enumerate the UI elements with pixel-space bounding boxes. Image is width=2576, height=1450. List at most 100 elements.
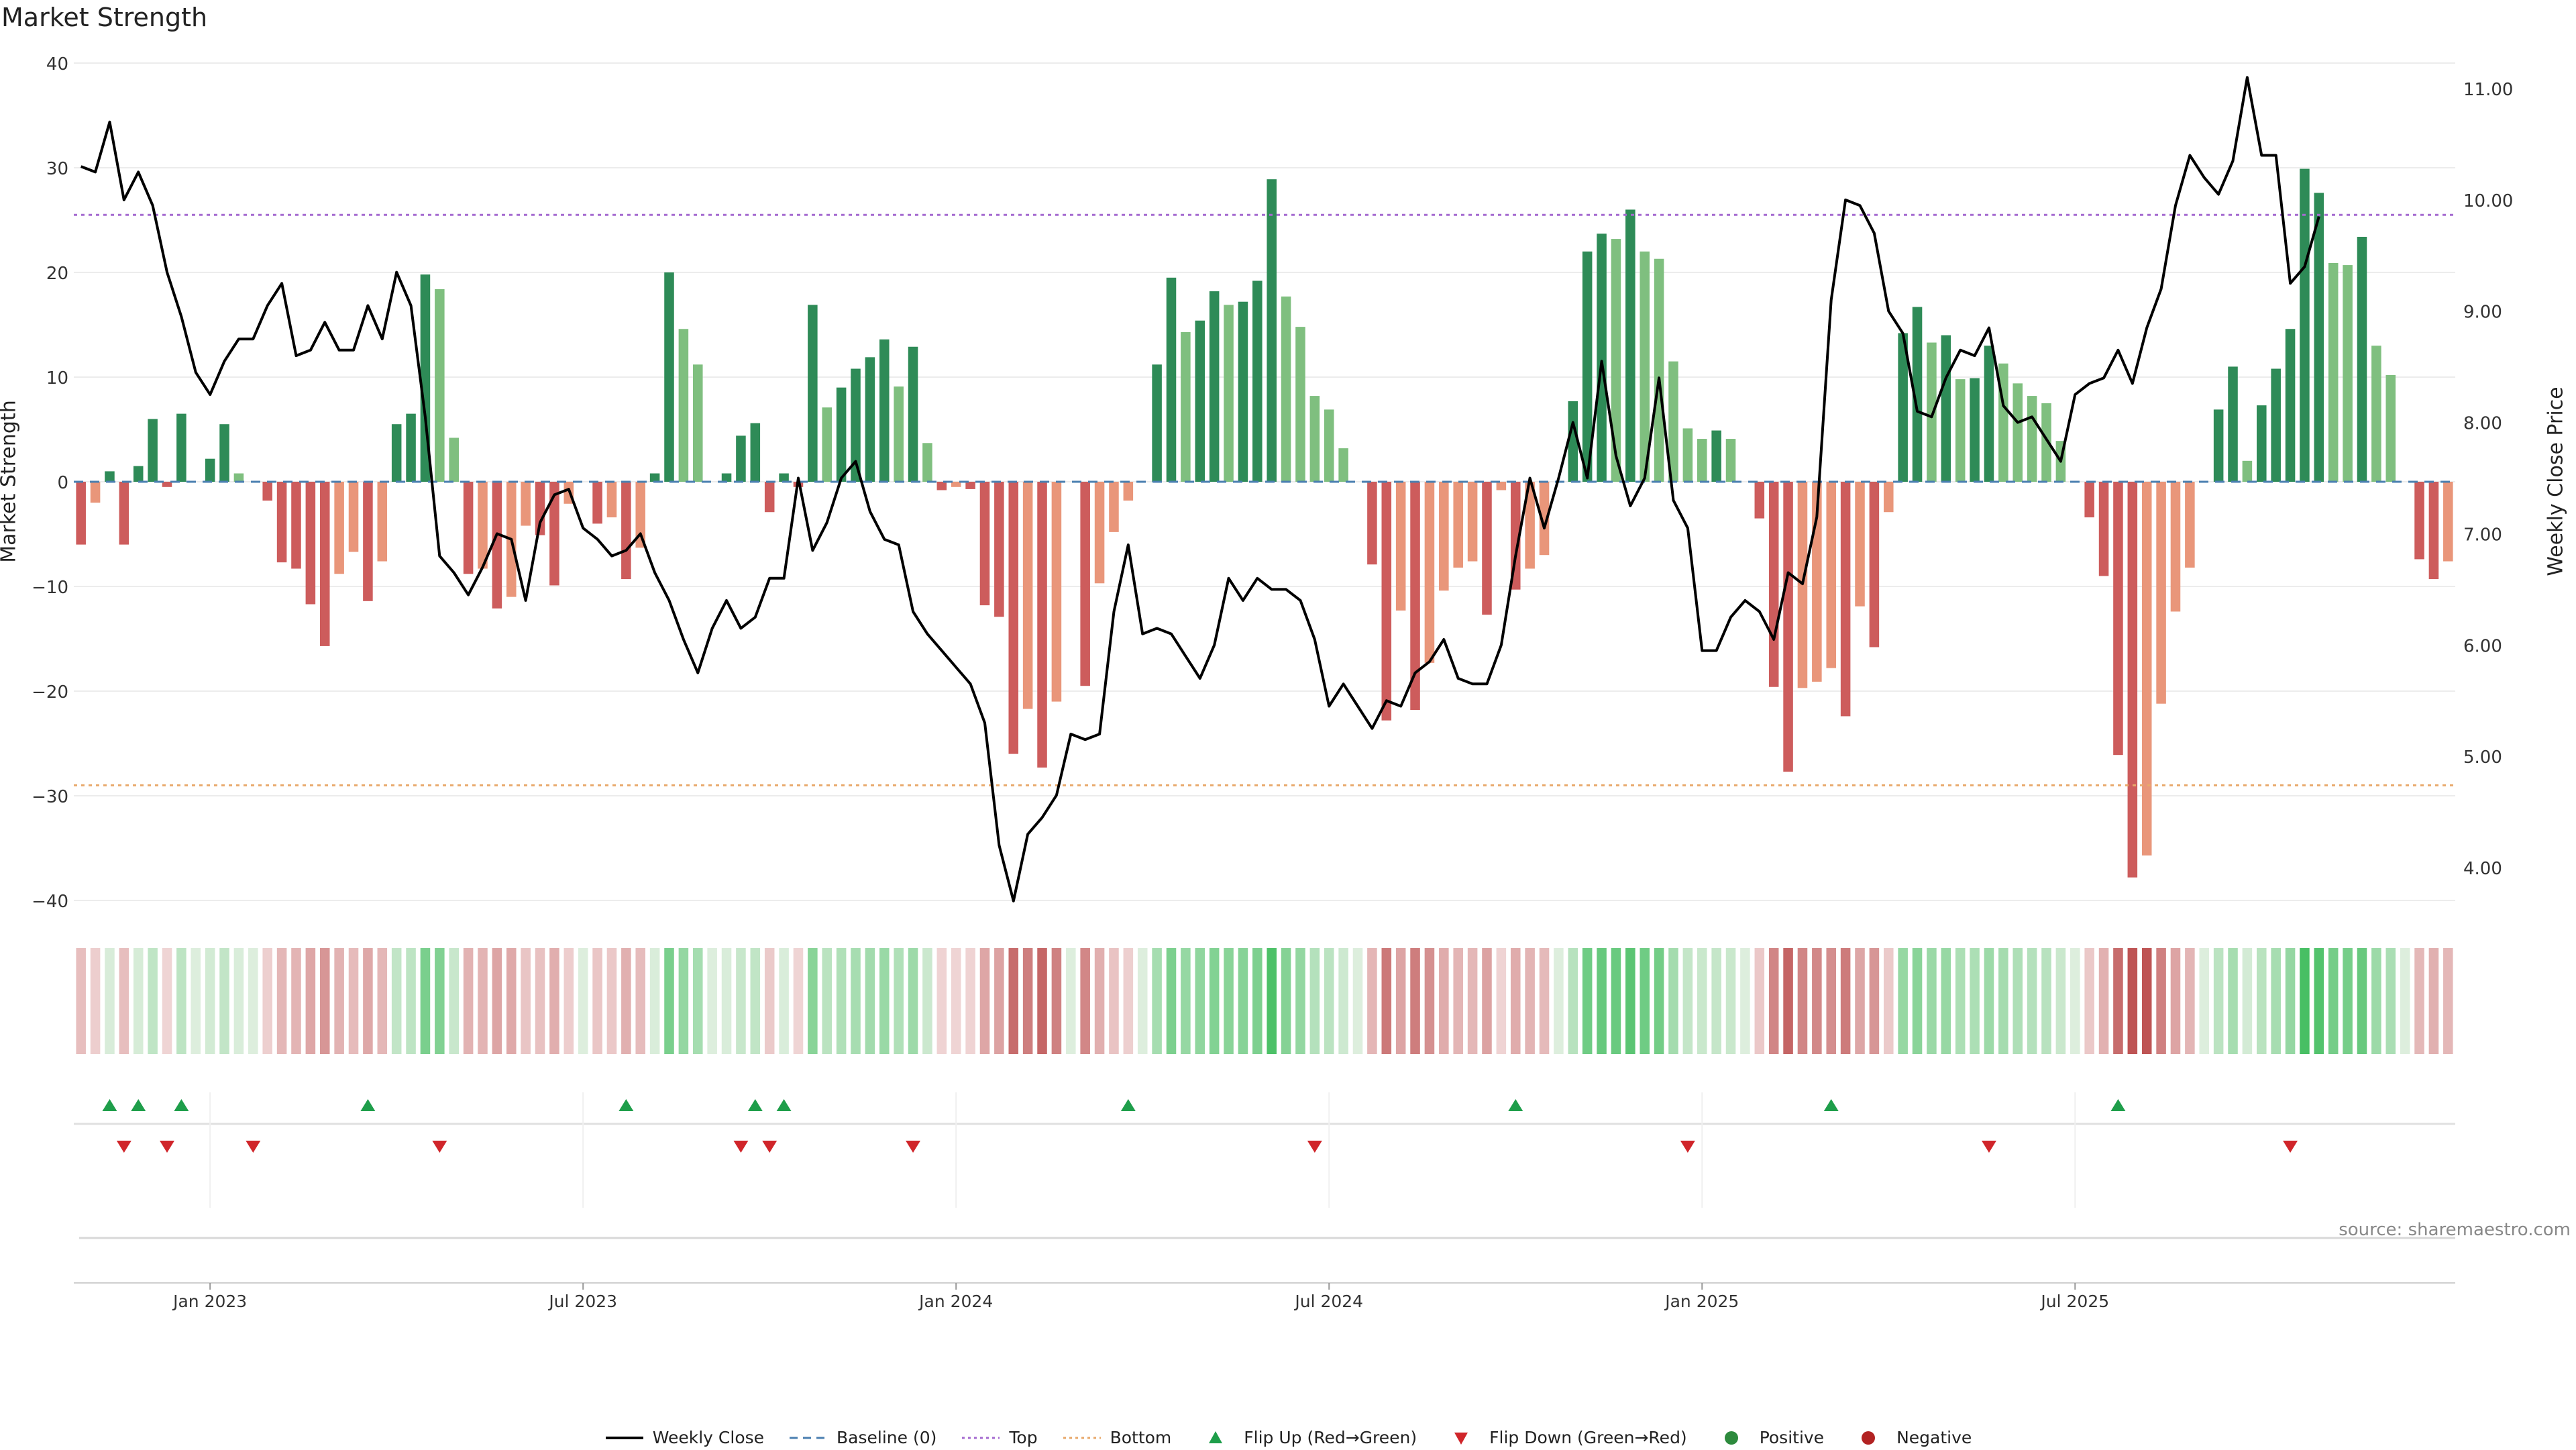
heat-cell: [105, 948, 115, 1054]
heat-cell: [1754, 948, 1765, 1054]
heat-cell: [1166, 948, 1177, 1054]
legend-symbol-icon: [1063, 1437, 1101, 1439]
heat-cell: [1998, 948, 2008, 1054]
strength-bar: [478, 482, 488, 569]
heat-cell: [1453, 948, 1463, 1054]
heat-cell: [176, 948, 186, 1054]
heat-cell: [1352, 948, 1363, 1054]
heat-cell: [621, 948, 631, 1054]
strength-bar: [133, 466, 144, 482]
strength-bar: [1654, 258, 1664, 482]
strength-bar: [1984, 346, 1994, 482]
strength-bar: [2385, 374, 2396, 482]
strength-bar: [1768, 482, 1779, 687]
legend-label: Baseline (0): [837, 1428, 937, 1447]
heat-cell: [979, 948, 990, 1054]
heat-cell: [191, 948, 201, 1054]
strength-bar: [2027, 396, 2037, 482]
strength-bar: [2012, 383, 2023, 482]
strength-bar: [1711, 430, 1721, 482]
heat-cell: [2328, 948, 2339, 1054]
flip-up-marker: [1120, 1099, 1136, 1111]
flip-up-marker: [360, 1099, 376, 1111]
strength-bar: [1051, 482, 1062, 702]
strength-bar: [205, 458, 215, 482]
y-tick-label: 30: [46, 159, 68, 179]
heat-cell: [1324, 948, 1334, 1054]
heat-cell: [276, 948, 287, 1054]
strength-bar: [649, 473, 660, 482]
strength-bar: [851, 368, 861, 482]
strength-bar: [1267, 179, 1277, 482]
strength-bar: [348, 482, 359, 552]
legend-symbol-icon: [1454, 1432, 1468, 1445]
heat-cell: [1697, 948, 1707, 1054]
heat-cell: [2285, 948, 2296, 1054]
heat-cell: [1267, 948, 1277, 1054]
strength-bar: [951, 482, 961, 487]
heat-cell: [248, 948, 258, 1054]
strength-bar: [435, 289, 445, 482]
strength-bar: [922, 443, 932, 482]
strength-bar: [363, 482, 373, 601]
strength-bar: [2414, 482, 2424, 560]
heat-cell: [549, 948, 559, 1054]
strength-bar: [2141, 482, 2152, 856]
flip-up-marker: [2110, 1099, 2126, 1111]
heat-cell: [1209, 948, 1220, 1054]
heat-cell: [1668, 948, 1678, 1054]
strength-bar: [1941, 335, 1951, 482]
strength-bar: [865, 357, 875, 482]
flip-up-marker: [747, 1099, 763, 1111]
heat-cell: [1625, 948, 1635, 1054]
heat-cell: [1338, 948, 1348, 1054]
strength-bar: [521, 482, 531, 526]
heat-cell: [1195, 948, 1205, 1054]
strength-bar: [779, 473, 789, 482]
x-tick-label: Jan 2025: [1664, 1292, 1739, 1311]
heat-cell: [435, 948, 445, 1054]
heat-cell: [1826, 948, 1836, 1054]
strength-bar: [1410, 482, 1420, 711]
flip-down-marker: [116, 1141, 131, 1153]
strength-bar: [2098, 482, 2109, 576]
strength-bar: [1725, 439, 1736, 482]
legend-label: Weekly Close: [652, 1428, 765, 1447]
heat-cell: [2357, 948, 2367, 1054]
strength-bar: [2185, 482, 2195, 568]
strength-bar: [1640, 251, 1650, 482]
strength-bar: [291, 482, 301, 569]
heat-cell: [363, 948, 373, 1054]
heat-cell: [133, 948, 144, 1054]
strength-bar: [1927, 342, 1937, 482]
heat-cell: [449, 948, 459, 1054]
strength-bar: [1109, 482, 1119, 532]
heat-cell: [793, 948, 804, 1054]
strength-bar: [1955, 379, 1966, 482]
strength-bar: [979, 482, 990, 606]
heat-cell: [822, 948, 833, 1054]
heat-cell: [535, 948, 545, 1054]
strength-bar: [2443, 482, 2453, 562]
strength-bar: [2041, 403, 2051, 482]
strength-bar: [2428, 482, 2439, 580]
heat-cell: [1309, 948, 1320, 1054]
heat-cell: [1855, 948, 1865, 1054]
heat-cell: [1554, 948, 1564, 1054]
strength-bar: [764, 482, 775, 513]
strength-bar: [1281, 296, 1291, 482]
strength-bar: [76, 482, 86, 545]
strength-bar: [1338, 448, 1348, 482]
flip-up-marker: [131, 1099, 146, 1111]
y-tick-label: 0: [57, 473, 68, 493]
legend-symbol-icon: [1724, 1431, 1738, 1445]
heat-cell: [2199, 948, 2210, 1054]
legend-label: Bottom: [1110, 1428, 1172, 1447]
legend-symbol-icon: [605, 1436, 643, 1439]
heat-cell: [2041, 948, 2051, 1054]
strength-bar: [1324, 409, 1334, 482]
legend-label: Positive: [1759, 1428, 1825, 1447]
strength-bar: [334, 482, 344, 574]
legend-item: Flip Up (Red→Green): [1195, 1428, 1417, 1447]
heat-cell: [1768, 948, 1779, 1054]
